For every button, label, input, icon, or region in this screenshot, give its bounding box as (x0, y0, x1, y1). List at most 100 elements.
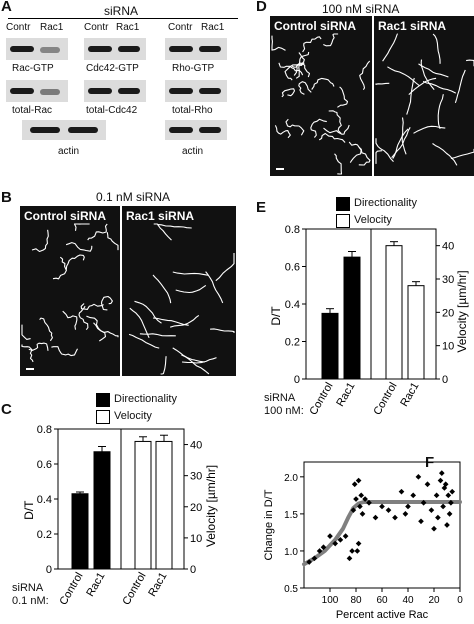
cell-track (128, 333, 160, 349)
velocity-category-label: Rac1 (398, 381, 421, 409)
cell-track (152, 274, 172, 304)
micrograph-b-control: Control siRNA (20, 206, 120, 376)
panel-b-title: 0.1 nM siRNA (96, 190, 171, 204)
data-point (327, 533, 333, 539)
cell-track (413, 125, 446, 134)
chart-e-svg: 0 0.2 0.4 0.6 0.8 0 10 20 30 40 D/T Velocity [µm/hr… (269, 224, 469, 417)
cell-track (93, 322, 119, 338)
chart-f-svg: 0.5 1.0 1.5 2.0 100 80 60 40 20 0 Percent active R… (263, 461, 463, 621)
data-point (448, 499, 454, 506)
y-tick-label: 0.2 (285, 337, 300, 349)
siRNA-label-c: siRNA (12, 582, 44, 594)
data-point (353, 496, 359, 502)
cell-track (392, 128, 409, 159)
cell-track (106, 232, 119, 251)
cell-track (170, 314, 200, 328)
velocity-bar-control (134, 440, 152, 570)
cell-track (450, 148, 474, 160)
cell-track (401, 117, 407, 155)
label-actin-right: actin (182, 146, 204, 157)
cell-track (382, 33, 398, 62)
cell-track (432, 33, 441, 64)
data-point (342, 533, 349, 539)
blot-rho-gtp (165, 38, 227, 60)
y-tick-label: 0 (294, 374, 300, 386)
legend-swatch-velocity (96, 410, 110, 424)
y-tick-label: 0 (46, 564, 52, 576)
cell-track (278, 62, 304, 76)
data-point (438, 470, 445, 476)
directionality-category-label: Control (57, 571, 85, 608)
y-tick-label: 0.8 (37, 424, 52, 436)
x-tick-label: 40 (402, 595, 414, 606)
header-contr-2: Contr (84, 22, 109, 33)
header-rac1-1: Rac1 (40, 22, 64, 33)
cell-track (348, 141, 362, 163)
data-point (415, 473, 422, 480)
chart-c: Directionality Velocity 0 0.2 0.4 0.6 0.8 0 10… (0, 390, 260, 624)
cell-track (65, 242, 93, 252)
data-point (410, 492, 417, 499)
data-point (437, 477, 444, 484)
data-point (433, 492, 440, 499)
label-total-cdc42: total-Cdc42 (86, 105, 138, 116)
siRNA-label-e: siRNA (264, 392, 296, 404)
cell-track (139, 333, 176, 337)
y-tick-label: 2.0 (284, 473, 298, 484)
panel-letter-b: B (1, 189, 12, 206)
cell-track (215, 253, 235, 282)
data-point (405, 503, 411, 510)
velocity-category-label: Rac1 (146, 571, 169, 599)
panel-a-title-rule (8, 18, 238, 19)
cell-track (87, 223, 108, 241)
cell-track (375, 150, 383, 164)
blot-cdc42-gtp (84, 38, 146, 60)
cell-track (375, 82, 390, 85)
y2-tick-label: 10 (190, 533, 202, 545)
cell-track (181, 357, 217, 364)
legend-swatch-velocity (336, 214, 350, 228)
directionality-category-label: Rac1 (334, 381, 357, 409)
y2-tick-label: 30 (442, 274, 454, 286)
y-tick-label: 1.5 (284, 510, 298, 521)
velocity-category-label: Control (120, 571, 148, 608)
y-tick-label: 0.5 (284, 584, 298, 595)
data-point (358, 492, 365, 499)
cell-track (21, 344, 34, 363)
cell-track (31, 229, 49, 253)
data-point (420, 499, 427, 506)
blot-actin-left (22, 120, 106, 140)
micrograph-d-control: Control siRNA (270, 16, 372, 176)
cell-track (281, 88, 296, 98)
cell-track (391, 127, 411, 159)
cell-track (334, 153, 343, 175)
cell-track (181, 354, 210, 375)
cell-track (62, 310, 78, 330)
blot-total-rho (165, 80, 227, 102)
y-tick-label: 0.4 (285, 299, 300, 311)
legend-swatch-directionality (96, 393, 110, 407)
cell-track (157, 224, 192, 229)
data-point (359, 511, 366, 517)
data-point (372, 514, 379, 521)
cell-track (210, 328, 235, 333)
scale-bar (276, 168, 284, 170)
cell-track (172, 347, 205, 363)
cell-track (285, 118, 305, 136)
cell-track (134, 300, 162, 324)
cell-track (359, 60, 371, 90)
y-tick-label: 0.6 (285, 262, 300, 274)
legend-label-velocity: Velocity (114, 410, 152, 422)
plot-frame (303, 461, 461, 589)
data-point (449, 488, 456, 495)
data-point (435, 514, 441, 521)
x-tick-label: 20 (428, 595, 440, 606)
concentration-label-e: 100 nM: (264, 405, 304, 417)
cell-track (337, 86, 349, 108)
cell-track (160, 356, 167, 375)
blot-actin-right (165, 120, 227, 140)
panel-a-title: siRNA (104, 4, 139, 18)
x-tick-label: 60 (376, 595, 388, 606)
label-actin-left: actin (58, 146, 80, 157)
cell-track (302, 36, 322, 53)
